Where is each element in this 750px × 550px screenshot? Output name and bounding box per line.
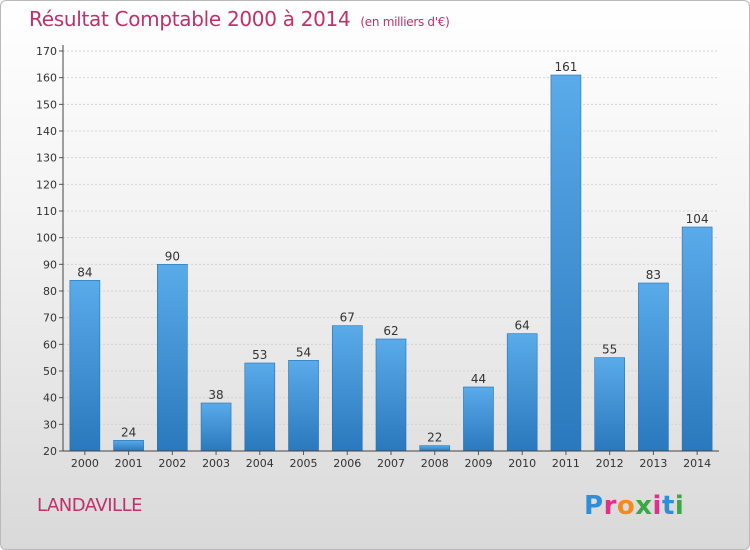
bar-2001 <box>113 440 144 452</box>
x-tick-label: 2006 <box>333 457 361 470</box>
bar-2007 <box>375 338 407 452</box>
bar-value-label: 64 <box>515 319 530 333</box>
bar-value-label: 24 <box>121 425 136 439</box>
y-tick-label: 80 <box>43 285 57 298</box>
y-tick-label: 160 <box>36 72 57 85</box>
x-tick-label: 2002 <box>158 457 186 470</box>
logo-letter: r <box>603 491 617 521</box>
y-tick-label: 50 <box>43 365 57 378</box>
bar-2013 <box>638 282 669 452</box>
chart-title: Résultat Comptable 2000 à 2014 (en millie… <box>29 7 450 31</box>
x-tick-label: 2011 <box>552 457 580 470</box>
y-tick-label: 60 <box>43 338 57 351</box>
commune-name: LANDAVILLE <box>37 495 142 516</box>
y-tick-label: 150 <box>36 98 57 111</box>
y-tick-label: 30 <box>43 418 57 431</box>
bar-value-label: 55 <box>602 343 617 357</box>
y-tick-label: 40 <box>43 392 57 405</box>
bar-2011 <box>550 74 582 452</box>
bar-value-label: 104 <box>686 212 709 226</box>
bar-2004 <box>244 362 276 452</box>
y-tick-label: 20 <box>43 445 57 458</box>
logo-letter: i <box>674 491 685 521</box>
bar-2010 <box>506 333 538 452</box>
x-tick-label: 2013 <box>639 457 667 470</box>
bar-2005 <box>288 360 319 452</box>
bar-2002 <box>157 264 188 452</box>
bar-value-label: 54 <box>296 345 311 359</box>
y-tick-label: 100 <box>36 232 57 245</box>
x-tick-label: 2000 <box>71 457 99 470</box>
bar-value-label: 62 <box>383 324 398 338</box>
bar-value-label: 38 <box>208 388 223 402</box>
bar-2014 <box>681 226 713 452</box>
x-tick-label: 2009 <box>464 457 492 470</box>
bar-value-label: 161 <box>554 60 577 74</box>
y-tick-label: 70 <box>43 312 57 325</box>
bar-2008 <box>419 445 451 452</box>
x-tick-label: 2004 <box>246 457 274 470</box>
bar-2006 <box>331 325 363 452</box>
chart-title-text: Résultat Comptable 2000 à 2014 <box>29 7 351 31</box>
bar-value-label: 53 <box>252 348 267 362</box>
bar-2009 <box>463 386 494 452</box>
logo-letter: t <box>661 491 675 521</box>
x-tick-label: 2010 <box>508 457 536 470</box>
bar-chart: 84 24 90 38 53 54 67 62 22 44 64 161 55 83 104 20 30 40 5… <box>36 45 719 470</box>
bar-value-label: 67 <box>340 311 355 325</box>
chart-subtitle: (en milliers d'€) <box>360 15 450 29</box>
bar-value-label: 83 <box>646 268 661 282</box>
axes: 20 30 40 50 60 70 80 90 100 110 120 130 140 150 160 170… <box>36 45 719 470</box>
y-tick-label: 110 <box>36 205 57 218</box>
y-tick-label: 130 <box>36 152 57 165</box>
bar-2003 <box>200 402 232 452</box>
x-tick-label: 2014 <box>683 457 711 470</box>
proxiti-logo: Proxiti <box>584 491 684 521</box>
bar-2012 <box>594 357 625 452</box>
x-tick-label: 2012 <box>596 457 624 470</box>
x-tick-label: 2008 <box>421 457 449 470</box>
bar-value-label: 90 <box>165 249 180 263</box>
logo-letter: x <box>635 491 653 521</box>
y-tick-label: 140 <box>36 125 57 138</box>
bar-2000 <box>69 280 101 452</box>
x-tick-label: 2001 <box>115 457 143 470</box>
y-tick-label: 90 <box>43 258 57 271</box>
x-tick-label: 2005 <box>290 457 318 470</box>
logo-letter: P <box>584 491 604 521</box>
x-tick-label: 2003 <box>202 457 230 470</box>
logo-letter: i <box>652 491 662 521</box>
y-tick-label: 120 <box>36 178 57 191</box>
bar-value-label: 22 <box>427 431 442 445</box>
logo-letter: o <box>616 491 636 521</box>
bar-value-label: 44 <box>471 372 486 386</box>
bars: 84 24 90 38 53 54 67 62 22 44 64 161 55 83 104 <box>69 60 713 452</box>
bar-value-label: 84 <box>77 265 92 279</box>
x-tick-label: 2007 <box>377 457 405 470</box>
y-tick-label: 170 <box>36 45 57 58</box>
